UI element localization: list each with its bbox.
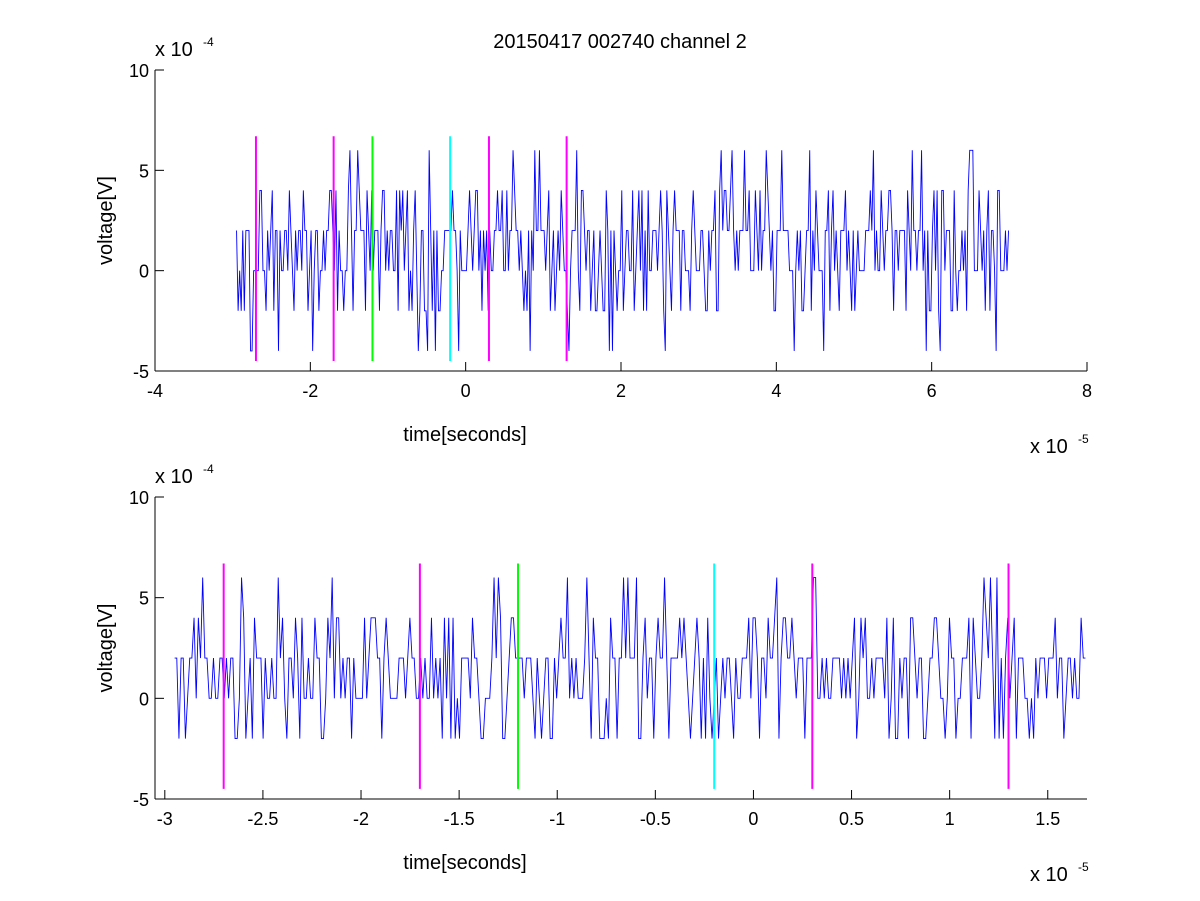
x-multiplier-exponent: -5 bbox=[1078, 860, 1089, 874]
x-tick-label: 1.5 bbox=[1035, 809, 1060, 829]
y-axis-label: voltage[V] bbox=[95, 604, 117, 693]
y-axis-label: voltage[V] bbox=[95, 176, 117, 265]
x-tick-label: -1.5 bbox=[444, 809, 475, 829]
x-tick-label: -0.5 bbox=[640, 809, 671, 829]
y-tick-label: 5 bbox=[139, 589, 149, 609]
x-tick-label: -2 bbox=[302, 381, 318, 401]
y-multiplier: x 10 bbox=[155, 466, 193, 488]
x-axis-label: time[seconds] bbox=[403, 424, 526, 446]
axes-top: -4 -2 0 2 4 6 8 -5 0 5 10 time[seconds] voltage[V] x … bbox=[95, 35, 1092, 458]
x-multiplier: x 10 bbox=[1030, 864, 1068, 886]
y-tick-label: -5 bbox=[133, 362, 149, 382]
axes-bottom: -3 -2.5 -2 -1.5 -1 -0.5 0 0.5 1 1.5 -5 0 5 10 time[sec… bbox=[95, 462, 1089, 886]
x-tick-label: -2 bbox=[353, 809, 369, 829]
y-multiplier-exponent: -4 bbox=[203, 462, 214, 476]
x-tick-label: -3 bbox=[157, 809, 173, 829]
x-tick-label: 1 bbox=[945, 809, 955, 829]
x-tick-label: 0.5 bbox=[839, 809, 864, 829]
y-tick-label: 0 bbox=[139, 689, 149, 709]
x-tick-label: 0 bbox=[748, 809, 758, 829]
x-tick-label: 4 bbox=[771, 381, 781, 401]
signal-trace bbox=[174, 577, 1086, 740]
x-tick-label: -1 bbox=[549, 809, 565, 829]
x-tick-label: -4 bbox=[147, 381, 163, 401]
y-tick-label: 10 bbox=[129, 61, 149, 81]
x-tick-label: 2 bbox=[616, 381, 626, 401]
y-tick-label: 0 bbox=[139, 262, 149, 282]
y-tick-label: 10 bbox=[129, 488, 149, 508]
x-tick-label: -2.5 bbox=[247, 809, 278, 829]
y-multiplier: x 10 bbox=[155, 39, 193, 61]
x-multiplier: x 10 bbox=[1030, 436, 1068, 458]
y-tick-label: 5 bbox=[139, 161, 149, 181]
figure-title: 20150417 002740 channel 2 bbox=[493, 31, 747, 53]
x-tick-label: 8 bbox=[1082, 381, 1092, 401]
x-multiplier-exponent: -5 bbox=[1078, 432, 1089, 446]
x-tick-label: 6 bbox=[927, 381, 937, 401]
signal-trace bbox=[236, 149, 1010, 352]
y-tick-label: -5 bbox=[133, 790, 149, 810]
y-multiplier-exponent: -4 bbox=[203, 35, 214, 49]
x-axis-label: time[seconds] bbox=[403, 852, 526, 874]
x-tick-label: 0 bbox=[461, 381, 471, 401]
